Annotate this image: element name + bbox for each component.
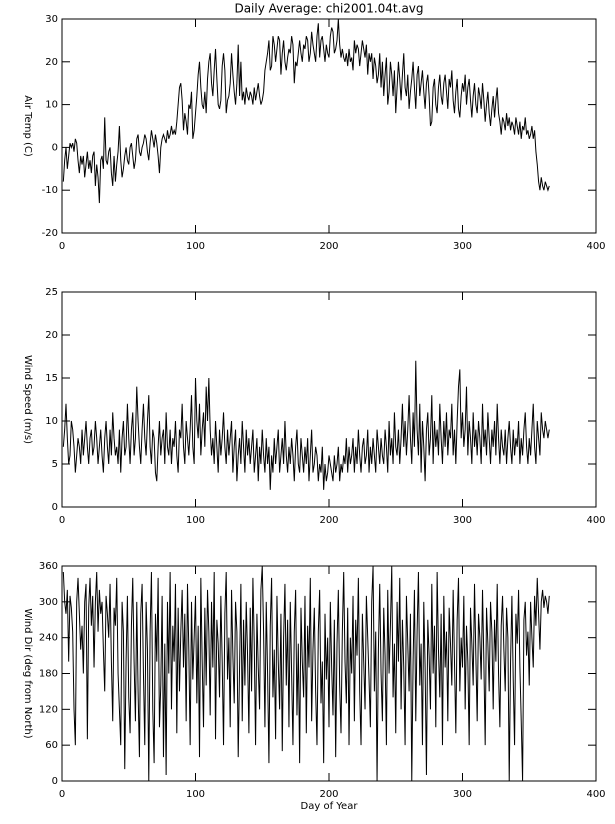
- y-tick-label: 5: [52, 459, 58, 470]
- x-tick-label: 100: [186, 789, 205, 800]
- y-tick-label: 180: [39, 669, 58, 680]
- y-tick-label: 120: [39, 704, 58, 715]
- y-tick-label: 0: [52, 502, 58, 513]
- x-tick-label: 0: [59, 515, 65, 526]
- y-tick-label: 60: [45, 740, 58, 751]
- y-axis-label: Air Temp (C): [22, 95, 33, 157]
- y-tick-label: 20: [45, 57, 58, 68]
- x-tick-label: 0: [59, 241, 65, 252]
- y-tick-label: 300: [39, 597, 58, 608]
- x-tick-label: 400: [586, 241, 605, 252]
- x-tick-label: 400: [586, 789, 605, 800]
- x-tick-label: 100: [186, 515, 205, 526]
- y-tick-label: 20: [45, 330, 58, 341]
- y-tick-label: 15: [45, 373, 58, 384]
- x-tick-label: 300: [453, 241, 472, 252]
- x-tick-label: 300: [453, 515, 472, 526]
- x-tick-label: 200: [319, 789, 338, 800]
- y-axis-label: Wind Speed (m/s): [22, 355, 33, 444]
- x-tick-label: 400: [586, 515, 605, 526]
- x-tick-label: 300: [453, 789, 472, 800]
- chart-title: Daily Average: chi2001.04t.avg: [234, 2, 423, 16]
- y-tick-label: 25: [45, 287, 58, 298]
- x-tick-label: 0: [59, 789, 65, 800]
- x-tick-label: 100: [186, 241, 205, 252]
- y-tick-label: 240: [39, 633, 58, 644]
- data-line: [62, 18, 550, 204]
- y-tick-label: -20: [42, 228, 58, 239]
- y-tick-label: 0: [52, 142, 58, 153]
- data-line: [62, 360, 550, 490]
- y-axis-label: Wind Dir (deg from North): [22, 608, 33, 738]
- y-tick-label: 360: [39, 561, 58, 572]
- x-axis-label: Day of Year: [301, 801, 359, 812]
- x-tick-label: 200: [319, 515, 338, 526]
- y-tick-label: 10: [45, 416, 58, 427]
- y-tick-label: 0: [52, 776, 58, 787]
- x-tick-label: 200: [319, 241, 338, 252]
- data-line: [62, 565, 550, 782]
- y-tick-label: 10: [45, 100, 58, 111]
- y-tick-label: 30: [45, 14, 58, 25]
- y-tick-label: -10: [42, 185, 58, 196]
